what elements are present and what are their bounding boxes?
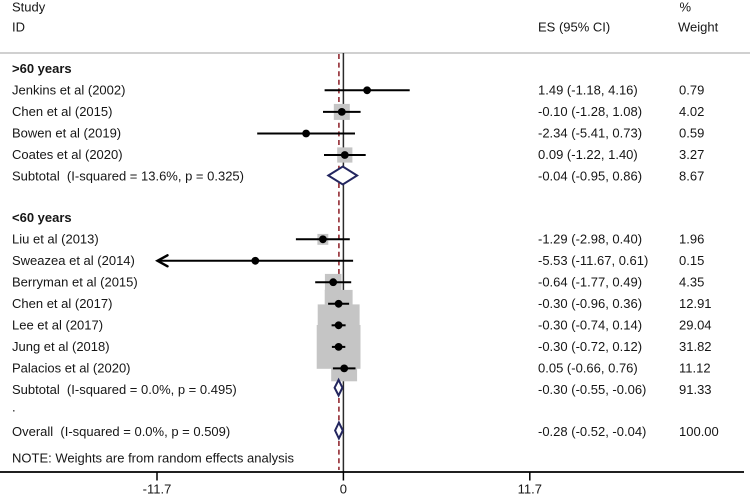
svg-text:ID: ID <box>12 20 25 35</box>
svg-text:Palacios et al (2020): Palacios et al (2020) <box>12 361 131 376</box>
svg-text:31.82: 31.82 <box>679 339 712 354</box>
svg-text:0.05 (-0.66, 0.76): 0.05 (-0.66, 0.76) <box>538 361 638 376</box>
svg-text:-0.30 (-0.96, 0.36): -0.30 (-0.96, 0.36) <box>538 296 642 311</box>
svg-text:<60 years: <60 years <box>12 210 72 225</box>
svg-text:Sweazea et al (2014): Sweazea et al (2014) <box>12 253 135 268</box>
svg-text:-2.34 (-5.41, 0.73): -2.34 (-5.41, 0.73) <box>538 126 642 141</box>
svg-text:-0.04 (-0.95, 0.86): -0.04 (-0.95, 0.86) <box>538 169 642 184</box>
svg-text:8.67: 8.67 <box>679 169 704 184</box>
svg-text:11.7: 11.7 <box>518 482 542 497</box>
svg-text:NOTE: Weights are from random: NOTE: Weights are from random effects an… <box>12 450 295 465</box>
svg-text:Berryman et al (2015): Berryman et al (2015) <box>12 274 138 289</box>
svg-text:.: . <box>12 400 16 415</box>
svg-text:Chen et al (2017): Chen et al (2017) <box>12 296 112 311</box>
svg-text:29.04: 29.04 <box>679 318 712 333</box>
svg-text:1.96: 1.96 <box>679 232 704 247</box>
svg-text:Jung et al (2018): Jung et al (2018) <box>12 339 110 354</box>
svg-text:4.02: 4.02 <box>679 104 704 119</box>
svg-text:-0.30 (-0.74, 0.14): -0.30 (-0.74, 0.14) <box>538 318 642 333</box>
svg-text:-0.10 (-1.28, 1.08): -0.10 (-1.28, 1.08) <box>538 104 642 119</box>
svg-text:0: 0 <box>340 482 347 497</box>
svg-text:Lee et al (2017): Lee et al (2017) <box>12 318 103 333</box>
svg-text:12.91: 12.91 <box>679 296 712 311</box>
svg-text:>60 years: >60 years <box>12 61 72 76</box>
svg-text:Chen et al (2015): Chen et al (2015) <box>12 104 112 119</box>
svg-text:Study: Study <box>12 0 46 15</box>
svg-text:Subtotal (I-squared = 0.0%, p: Subtotal (I-squared = 0.0%, p = 0.495) <box>12 382 237 397</box>
svg-text:4.35: 4.35 <box>679 274 704 289</box>
svg-text:0.15: 0.15 <box>679 253 704 268</box>
svg-text:0.79: 0.79 <box>679 83 704 98</box>
svg-text:11.12: 11.12 <box>679 361 711 376</box>
svg-text:-1.29 (-2.98, 0.40): -1.29 (-2.98, 0.40) <box>538 232 642 247</box>
svg-text:%: % <box>680 0 692 15</box>
svg-text:Coates et al (2020): Coates et al (2020) <box>12 147 123 162</box>
svg-text:Jenkins et al (2002): Jenkins et al (2002) <box>12 83 125 98</box>
svg-text:Subtotal (I-squared = 13.6%,: Subtotal (I-squared = 13.6%, p = 0.325) <box>12 169 244 184</box>
svg-text:91.33: 91.33 <box>679 382 712 397</box>
svg-text:-0.64 (-1.77, 0.49): -0.64 (-1.77, 0.49) <box>538 274 642 289</box>
svg-text:3.27: 3.27 <box>679 147 704 162</box>
svg-text:-5.53 (-11.67, 0.61): -5.53 (-11.67, 0.61) <box>538 253 648 268</box>
svg-text:0.59: 0.59 <box>679 126 704 141</box>
svg-text:100.00: 100.00 <box>679 424 719 439</box>
svg-text:1.49 (-1.18, 4.16): 1.49 (-1.18, 4.16) <box>538 83 638 98</box>
svg-text:Overall (I-squared = 0.0%, p: Overall (I-squared = 0.0%, p = 0.509) <box>12 424 230 439</box>
svg-text:Bowen et al (2019): Bowen et al (2019) <box>12 126 121 141</box>
svg-text:Liu et al (2013): Liu et al (2013) <box>12 232 99 247</box>
svg-text:-11.7: -11.7 <box>143 482 172 497</box>
svg-text:-0.28 (-0.52, -0.04): -0.28 (-0.52, -0.04) <box>538 424 646 439</box>
svg-text:-0.30 (-0.72, 0.12): -0.30 (-0.72, 0.12) <box>538 339 642 354</box>
svg-text:Weight: Weight <box>678 20 719 35</box>
svg-text:0.09 (-1.22, 1.40): 0.09 (-1.22, 1.40) <box>538 147 638 162</box>
svg-text:ES (95% CI): ES (95% CI) <box>538 20 610 35</box>
svg-text:-0.30 (-0.55, -0.06): -0.30 (-0.55, -0.06) <box>538 382 646 397</box>
